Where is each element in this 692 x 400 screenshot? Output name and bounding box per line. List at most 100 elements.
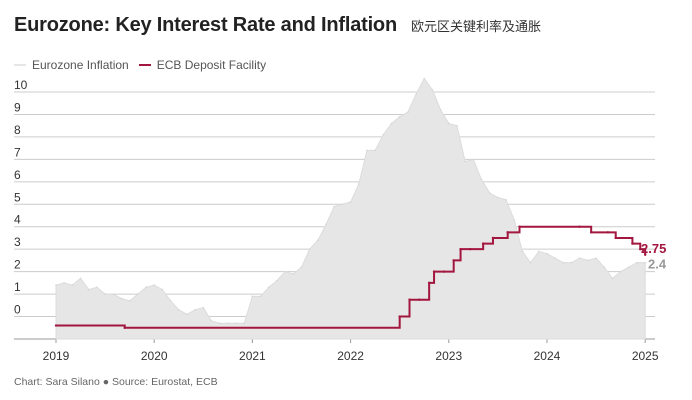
inflation-point	[63, 282, 65, 284]
inflation-point	[349, 201, 352, 203]
inflation-point	[619, 270, 622, 273]
legend-item-deposit: ECB Deposit Facility	[138, 58, 267, 72]
inflation-point	[456, 124, 458, 127]
inflation-point	[570, 261, 573, 264]
inflation-point	[357, 183, 360, 185]
inflation-point	[259, 295, 262, 298]
inflation-point	[87, 288, 90, 291]
inflation-point	[251, 295, 254, 298]
inflation-point	[128, 300, 131, 302]
inflation-point	[145, 286, 147, 289]
inflation-point	[472, 158, 475, 161]
inflation-point	[505, 198, 507, 201]
inflation-point	[325, 223, 327, 226]
legend-item-inflation: Eurozone Inflation	[14, 58, 129, 72]
y-tick-label: 8	[14, 123, 21, 137]
deposit-point	[518, 225, 521, 228]
inflation-point	[267, 286, 270, 289]
inflation-point	[439, 109, 442, 111]
deposit-point	[408, 298, 411, 301]
inflation-point	[341, 203, 344, 206]
deposit-point	[398, 315, 401, 318]
inflation-point	[407, 111, 409, 114]
y-tick-label: 2	[14, 258, 21, 272]
deposit-point	[442, 270, 446, 273]
inflation-point	[71, 284, 74, 286]
inflation-area	[55, 77, 646, 340]
deposit-point	[54, 324, 58, 327]
inflation-point	[104, 293, 106, 295]
inflation-point	[546, 252, 548, 255]
inflation-point	[480, 178, 483, 181]
inflation-point	[243, 322, 246, 325]
x-tick-label: 2024	[534, 349, 561, 363]
inflation-point	[276, 279, 278, 282]
inflation-point	[529, 261, 532, 264]
inflation-point	[333, 205, 335, 208]
inflation-point	[521, 250, 524, 253]
deposit-point	[469, 247, 472, 251]
y-tick-label: 4	[14, 213, 21, 227]
inflation-point	[194, 309, 196, 311]
inflation-point	[390, 122, 393, 125]
inflation-point	[96, 286, 98, 289]
inflation-point	[317, 239, 319, 241]
inflation-point	[177, 309, 180, 311]
inflation-point	[210, 320, 213, 322]
deposit-point	[589, 231, 593, 234]
inflation-point	[587, 259, 589, 262]
inflation-point	[235, 322, 237, 325]
inflation-point	[55, 284, 57, 286]
inflation-point	[186, 313, 188, 316]
x-tick-label: 2019	[43, 349, 70, 363]
inflation-point	[169, 300, 172, 302]
legend-label-inflation: Eurozone Inflation	[32, 58, 129, 72]
inflation-point	[488, 192, 491, 194]
x-tick-label: 2022	[337, 349, 364, 363]
inflation-point	[284, 270, 286, 273]
deposit-point	[631, 242, 634, 245]
inflation-point	[120, 297, 123, 300]
deposit-point	[614, 236, 617, 240]
chart-header: Eurozone: Key Interest Rate and Inflatio…	[14, 14, 541, 37]
inflation-point	[136, 293, 139, 295]
chart-title: Eurozone: Key Interest Rate and Inflatio…	[14, 14, 397, 36]
inflation-point	[382, 133, 385, 136]
deposit-point	[418, 298, 421, 301]
deposit-point	[427, 281, 431, 285]
inflation-point	[497, 196, 499, 199]
deposit-end-label: 2.75	[641, 241, 666, 256]
inflation-point	[513, 219, 516, 221]
inflation-point	[554, 257, 556, 259]
x-tick-label: 2023	[435, 349, 462, 363]
inflation-point	[308, 248, 311, 250]
inflation-point	[611, 277, 614, 280]
inflation-point	[562, 261, 565, 264]
y-tick-label: 0	[14, 303, 21, 317]
legend-swatch-inflation	[14, 64, 26, 66]
deposit-point	[506, 231, 509, 234]
y-tick-label: 1	[14, 280, 21, 294]
inflation-point	[366, 149, 368, 152]
inflation-point	[153, 284, 155, 286]
legend-label-deposit: ECB Deposit Facility	[156, 58, 267, 72]
inflation-point	[202, 306, 205, 309]
deposit-point	[491, 236, 495, 240]
y-tick-label: 5	[14, 190, 21, 204]
inflation-point	[374, 149, 376, 152]
x-tick-label: 2021	[239, 349, 266, 363]
inflation-point	[227, 322, 229, 325]
chart-subtitle: 欧元区关键利率及通胀	[410, 20, 541, 35]
inflation-end-label: 2.4	[648, 257, 667, 272]
inflation-point	[300, 266, 303, 268]
deposit-point	[643, 253, 647, 256]
y-tick-label: 3	[14, 235, 21, 249]
inflation-point	[112, 293, 115, 295]
inflation-point	[447, 122, 450, 125]
deposit-point	[606, 231, 610, 234]
deposit-point	[481, 242, 485, 245]
inflation-point	[79, 277, 82, 280]
inflation-point	[538, 250, 540, 253]
legend-swatch-deposit	[138, 64, 151, 66]
